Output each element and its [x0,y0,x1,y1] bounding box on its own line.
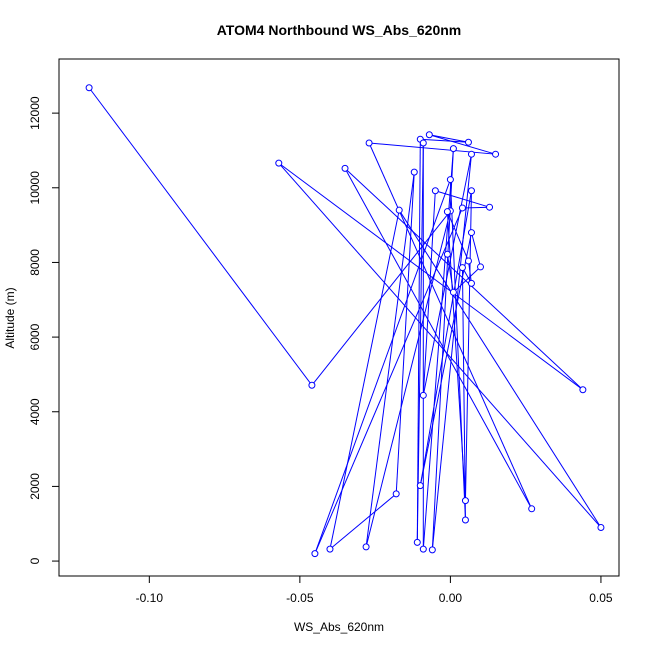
y-tick-label: 6000 [28,323,42,350]
data-point [419,391,427,399]
data-point [362,543,370,551]
series-segment [88,87,313,386]
data-point [392,490,400,498]
series-segment [395,172,415,494]
data-point [446,176,454,184]
series-segment [435,190,490,208]
data-point [458,204,466,212]
series-segment [369,142,496,155]
data-point [416,482,424,490]
series-segment [398,209,602,528]
series-segment [329,493,397,550]
series-segment [446,211,469,262]
series-segment [314,207,463,554]
data-point [413,538,421,546]
series-segment [365,210,451,548]
y-tick-label: 8000 [28,249,42,276]
series-segment [462,206,490,209]
data-point [428,546,436,554]
series-segment [446,254,454,293]
data-point [443,250,451,258]
data-point [395,206,403,214]
series-segment [420,138,469,143]
data-point [467,229,475,237]
series-segment [422,190,436,396]
data-point [419,139,427,147]
y-tick-label: 10000 [28,171,42,205]
series-segment [431,154,472,550]
data-point [311,550,319,558]
series-segment [278,162,602,528]
series-segment [278,162,584,391]
data-point [464,138,472,146]
data-point [341,164,349,172]
x-tick-label: 0.05 [589,591,613,605]
data-point [467,279,475,287]
data-point [464,257,472,265]
data-point [467,187,475,195]
data-point [461,497,469,505]
series-segment [446,211,466,501]
series-segment [368,142,533,510]
series-segment [416,139,421,543]
y-tick-label: 2000 [28,473,42,500]
series-segment [416,142,424,543]
data-point [528,505,536,513]
x-axis: -0.10 -0.05 0.00 0.05 [136,575,613,605]
data-point [449,288,457,296]
data-point [275,159,283,167]
series-segment [422,148,454,550]
data-point [597,523,605,531]
data-point [443,208,451,216]
series-segment [314,179,451,554]
series-segment [329,210,400,550]
data-point [492,150,500,158]
y-tick-label: 12000 [28,96,42,130]
y-tick-label: 0 [28,557,42,564]
series-segment [419,232,472,486]
series-segment [464,190,472,501]
y-axis: 0 2000 4000 6000 8000 10000 12000 [28,96,60,564]
data-point [308,381,316,389]
series-points [85,84,605,558]
data-point [467,150,475,158]
data-point [365,139,373,147]
series-segment [344,168,584,391]
series-segment [429,134,496,155]
series-segment [431,148,454,550]
data-point [458,264,466,272]
data-point [425,131,433,139]
x-axis-label: WS_Abs_620nm [294,620,384,634]
chart-title: ATOM4 Northbound WS_Abs_620nm [217,22,462,38]
data-point [579,386,587,394]
y-tick-label: 4000 [28,398,42,425]
series-segment [365,172,415,547]
data-point [431,187,439,195]
data-point [419,545,427,553]
series-segment [470,232,481,268]
series-segment [453,266,481,293]
series-segment [419,190,472,486]
data-point [461,516,469,524]
series-lines [88,87,602,554]
series-segment [344,168,533,510]
x-tick-label: -0.10 [136,591,164,605]
data-point [410,168,418,176]
series-segment [429,134,469,143]
data-point [85,84,93,92]
data-point [449,145,457,153]
series-segment [461,267,466,521]
data-point [326,545,334,553]
y-axis-label: Altitude (m) [3,287,17,348]
data-point [486,203,494,211]
series-segment [422,154,472,396]
x-tick-label: -0.05 [286,591,314,605]
x-tick-label: 0.00 [439,591,463,605]
data-point [477,263,485,271]
